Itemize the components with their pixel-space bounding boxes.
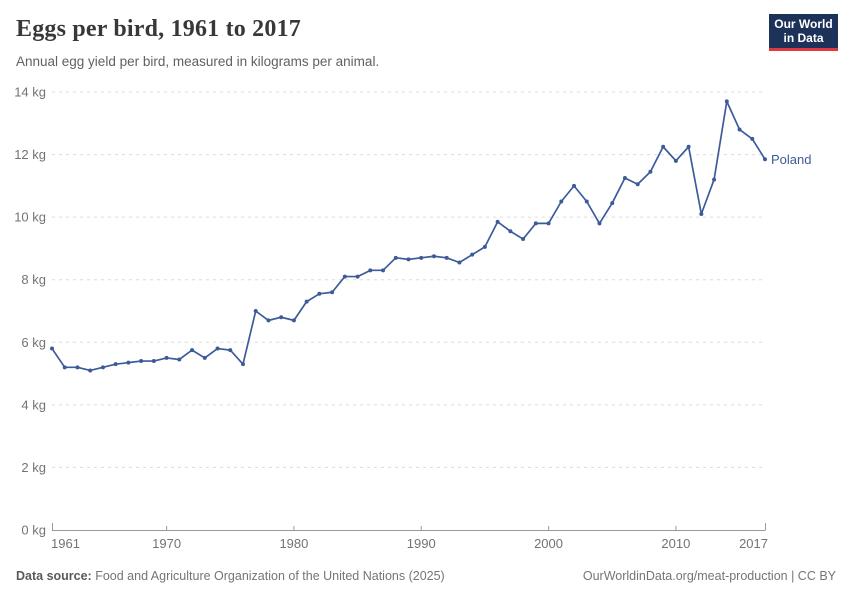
data-point: [533, 221, 538, 226]
data-point: [113, 362, 118, 367]
data-point: [431, 254, 436, 259]
data-point: [737, 127, 742, 132]
data-point: [62, 365, 67, 370]
data-point: [190, 348, 195, 353]
y-axis-tick-label: 12 kg: [14, 147, 46, 162]
y-axis-tick-label: 10 kg: [14, 210, 46, 225]
data-point: [75, 365, 80, 370]
y-axis-tick-label: 14 kg: [14, 85, 46, 100]
data-point: [240, 362, 245, 367]
data-point: [151, 359, 156, 364]
data-point: [126, 360, 131, 365]
data-point: [712, 177, 717, 182]
data-point: [228, 348, 233, 353]
data-point: [317, 291, 322, 296]
data-source-text: Food and Agriculture Organization of the…: [91, 569, 445, 583]
data-point: [495, 219, 500, 224]
data-point: [266, 318, 271, 323]
data-point: [724, 99, 729, 104]
data-point: [202, 355, 207, 360]
data-point: [622, 176, 627, 181]
data-point: [215, 346, 220, 351]
data-point: [686, 144, 691, 149]
data-source-note: Data source: Food and Agriculture Organi…: [16, 569, 445, 583]
data-point: [673, 158, 678, 163]
data-point: [393, 255, 398, 260]
data-point: [164, 355, 169, 360]
logo-line-2: in Data: [783, 31, 824, 45]
data-point: [648, 169, 653, 174]
data-point: [381, 268, 386, 273]
chart-subtitle: Annual egg yield per bird, measured in k…: [16, 54, 380, 69]
data-point: [546, 221, 551, 226]
y-axis-tick-label: 6 kg: [21, 335, 46, 350]
data-point: [610, 201, 615, 206]
data-point: [597, 221, 602, 226]
data-point: [177, 357, 182, 362]
data-point: [559, 199, 564, 204]
data-point: [50, 346, 54, 351]
data-point: [482, 244, 487, 249]
y-axis-tick-label: 4 kg: [21, 397, 46, 412]
data-point: [661, 144, 666, 149]
data-point: [304, 299, 309, 304]
data-point: [508, 229, 513, 234]
data-point: [139, 359, 144, 364]
data-point: [470, 252, 475, 257]
owid-logo[interactable]: Our World in Data: [769, 14, 838, 51]
series-label-poland[interactable]: Poland: [771, 152, 812, 167]
x-axis-tick-label: 1980: [279, 536, 308, 551]
credit-link[interactable]: OurWorldinData.org/meat-production | CC …: [582, 569, 836, 583]
data-point: [521, 237, 526, 242]
data-source-label: Data source:: [16, 569, 92, 583]
data-point: [750, 136, 755, 141]
data-point: [368, 268, 373, 273]
data-point: [330, 290, 335, 295]
x-axis-tick-label: 2000: [534, 536, 563, 551]
y-axis-tick-label: 0 kg: [21, 523, 46, 538]
y-axis-tick-label: 8 kg: [21, 272, 46, 287]
data-point: [635, 182, 640, 187]
series-line-poland: [51, 100, 766, 372]
x-axis-tick-label: 2010: [661, 536, 690, 551]
data-point: [291, 318, 296, 323]
logo-line-1: Our World: [774, 17, 833, 31]
y-axis-tick-label: 2 kg: [21, 460, 46, 475]
data-point: [406, 257, 411, 262]
data-point: [584, 199, 589, 204]
data-point: [444, 255, 449, 260]
page-title: Eggs per bird, 1961 to 2017: [16, 16, 301, 42]
x-axis-tick-label: 1970: [152, 536, 181, 551]
data-point: [355, 274, 360, 279]
data-point: [88, 368, 93, 373]
data-point: [419, 255, 424, 260]
data-point: [279, 315, 284, 320]
x-axis-tick-label: 1961: [51, 536, 80, 551]
x-axis-tick-label: 1990: [407, 536, 436, 551]
data-point: [699, 212, 704, 217]
data-point: [572, 183, 577, 188]
data-point: [100, 365, 105, 370]
data-point: [342, 274, 347, 279]
data-point: [253, 309, 258, 313]
x-axis-tick-label: 2017: [739, 536, 768, 551]
data-point: [763, 157, 767, 162]
data-point: [457, 260, 462, 265]
